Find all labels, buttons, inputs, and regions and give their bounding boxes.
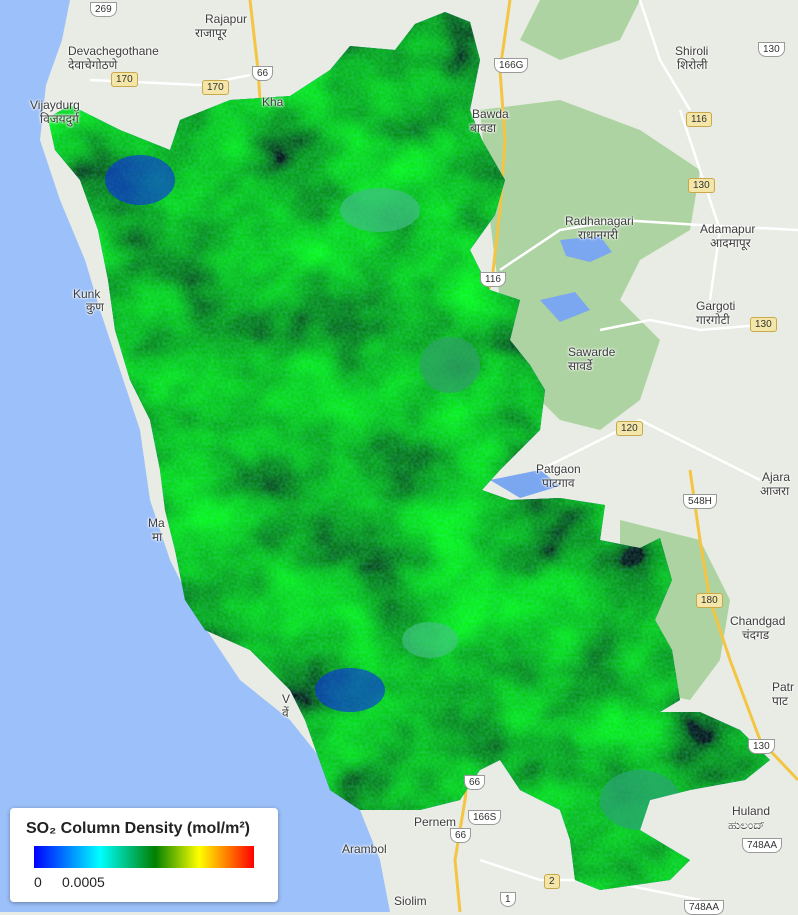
place-label-kunkeshwar: Kunk [73,287,101,301]
place-label-bawda-mr: बावडा [470,121,497,135]
road-shield-sh-116-a: 116 [686,112,712,127]
road-shield-nh-66-mid: 66 [464,775,486,790]
road-shield-nh-130-tr: 130 [758,42,785,57]
legend-min-label: 0 [34,874,42,890]
road-shield-nh-269: 269 [90,2,117,17]
place-label-devachegothane-mr: देवाचेगोठणे [68,58,118,72]
forest-area-north [520,0,640,60]
road-shield-sh-170-a: 170 [111,72,138,87]
place-label-kunkeshwar-mr: कुण [86,300,104,314]
road-shield-sh-120: 120 [616,421,643,436]
forest-area [480,100,700,430]
place-label-vengurla: V [282,692,291,706]
place-label-khandpat: Kha [262,95,284,109]
place-label-ajara: Ajara [762,470,791,484]
place-label-devachegothane: Devachegothane [68,44,159,58]
legend: SO₂ Column Density (mol/m²) 0 0.0005 [10,808,278,902]
road-shield-nh-66-top: 66 [252,66,274,81]
place-label-pernem: Pernem [414,815,457,829]
place-label-patgaon-mr: पाटगाव [542,476,575,490]
lake-sawarde [540,292,590,322]
place-label-huland: Huland [732,804,771,818]
place-label-adamapur: Adamapur [700,222,756,236]
place-label-malvan-mr: मा [152,530,163,544]
road-shield-nh-116: 116 [480,272,506,287]
place-label-malvan: Ma [148,516,165,530]
legend-max-label: 0.0005 [62,874,105,890]
place-label-gargoti-mr: गारगोटी [696,313,730,327]
lake-patgaon [490,470,560,498]
place-label-arambol: Arambol [342,842,387,856]
place-label-radhanagari: Radhanagari [565,214,634,228]
legend-title: SO₂ Column Density (mol/m²) [26,820,251,837]
road-shield-nh-66-low: 66 [450,828,472,843]
road-shield-nh-748aa-b: 748AA [684,900,725,915]
place-label-shiroli-mr: शिरोली [677,58,708,72]
place-label-vijaydurg: Vijaydurg [30,98,80,112]
place-label-vengurla-mr: वें [282,706,289,720]
road-shield-sh-2: 2 [544,874,560,889]
place-label-sawarde-mr: सावर्डे [568,359,593,373]
road-shield-nh-166g: 166G [494,58,529,73]
place-label-shiroli: Shiroli [675,44,709,58]
place-label-adamapur-mr: आदमापूर [710,236,751,250]
place-label-ajara-mr: आजरा [760,484,790,498]
legend-color-bar [34,846,254,868]
road-shield-sh-170-b: 170 [202,80,229,95]
place-label-vijaydurg-mr: विजयदुर्ग [40,112,79,126]
lake-radhanagari [560,236,612,262]
arabian-sea [0,0,390,912]
road-shield-nh-1: 1 [500,892,516,907]
place-label-bawda: Bawda [472,107,509,121]
road-shield-nh-166s: 166S [468,810,502,825]
place-label-huland-kn: ಹುಲಂದ್ [728,818,765,832]
place-label-patne: Patr [772,680,795,694]
road-shield-sh-130-b: 130 [750,317,777,332]
road-shield-sh-130-a: 130 [688,178,715,193]
place-label-siolim: Siolim [394,894,427,908]
place-label-chandgad: Chandgad [730,614,786,628]
place-label-chandgad-mr: चंदगड [742,628,770,642]
place-label-patgaon: Patgaon [536,462,581,476]
road-shield-nh-748aa-a: 748AA [742,838,783,853]
road-shield-nh-130-b: 130 [748,739,775,754]
road-shield-sh-180: 180 [696,593,723,608]
place-label-gargoti: Gargoti [696,299,736,313]
road-shield-nh-548h: 548H [683,494,717,509]
place-label-patne-mr: पाट [772,694,788,708]
place-label-rajapur-mr: राजापूर [195,26,227,40]
place-label-rajapur: Rajapur [205,12,248,26]
place-label-radhanagari-mr: राधानगरी [578,228,618,242]
place-label-sawarde: Sawarde [568,345,616,359]
